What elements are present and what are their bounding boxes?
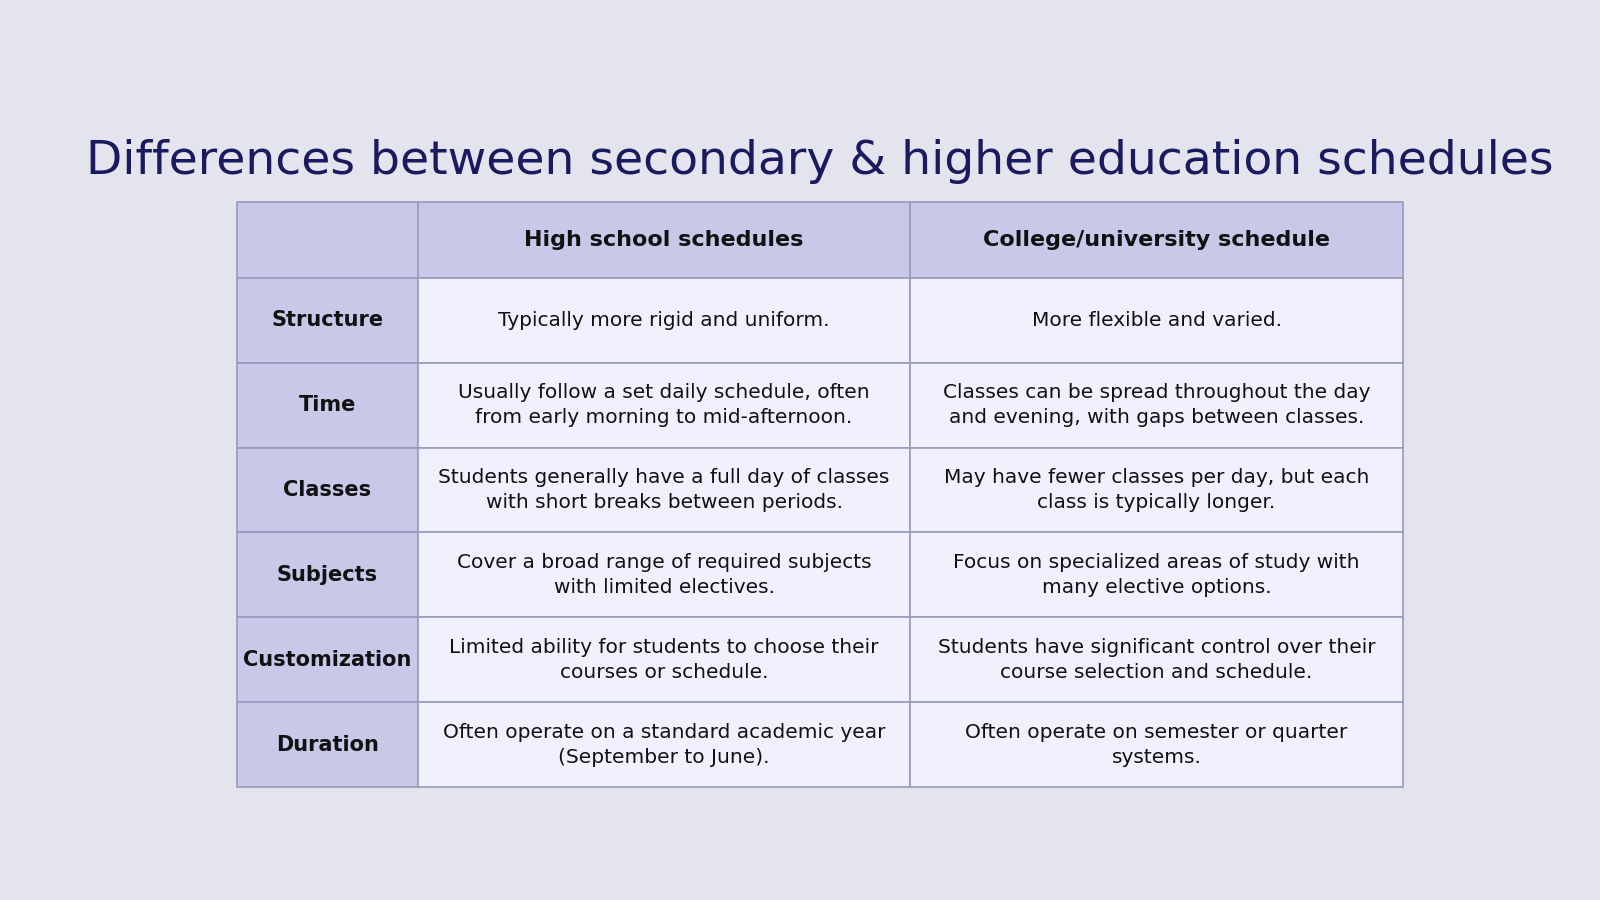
Text: Time: Time	[299, 395, 357, 415]
Bar	[418, 533, 910, 617]
Text: College/university schedule: College/university schedule	[982, 230, 1330, 249]
Text: Usually follow a set daily schedule, often
from early morning to mid-afternoon.: Usually follow a set daily schedule, oft…	[458, 383, 870, 427]
Text: Focus on specialized areas of study with
many elective options.: Focus on specialized areas of study with…	[954, 553, 1360, 597]
Text: Classes: Classes	[283, 480, 371, 500]
Bar	[237, 617, 418, 702]
Text: Typically more rigid and uniform.: Typically more rigid and uniform.	[498, 310, 830, 329]
Text: More flexible and varied.: More flexible and varied.	[1032, 310, 1282, 329]
Text: Often operate on semester or quarter
systems.: Often operate on semester or quarter sys…	[965, 723, 1347, 767]
Text: May have fewer classes per day, but each
class is typically longer.: May have fewer classes per day, but each…	[944, 468, 1370, 512]
Bar	[237, 363, 418, 447]
Bar	[237, 702, 418, 788]
Text: Classes can be spread throughout the day
and evening, with gaps between classes.: Classes can be spread throughout the day…	[942, 383, 1370, 427]
Text: Cover a broad range of required subjects
with limited electives.: Cover a broad range of required subjects…	[456, 553, 872, 597]
Bar	[418, 617, 910, 702]
Bar	[910, 363, 1403, 447]
Bar	[237, 447, 418, 533]
Text: Customization: Customization	[243, 650, 411, 670]
Text: High school schedules: High school schedules	[525, 230, 803, 249]
Text: Structure: Structure	[272, 310, 384, 330]
Text: Limited ability for students to choose their
courses or schedule.: Limited ability for students to choose t…	[450, 638, 878, 682]
Bar	[910, 702, 1403, 788]
Bar	[418, 363, 910, 447]
Bar	[910, 202, 1403, 278]
Bar	[237, 202, 418, 278]
Bar	[418, 202, 910, 278]
Text: Duration: Duration	[277, 734, 379, 755]
Text: Often operate on a standard academic year
(September to June).: Often operate on a standard academic yea…	[443, 723, 885, 767]
Bar	[418, 278, 910, 363]
Text: Students generally have a full day of classes
with short breaks between periods.: Students generally have a full day of cl…	[438, 468, 890, 512]
Bar	[910, 447, 1403, 533]
Bar	[237, 278, 418, 363]
Text: Students have significant control over their
course selection and schedule.: Students have significant control over t…	[938, 638, 1376, 682]
Text: Subjects: Subjects	[277, 565, 378, 585]
Bar	[910, 617, 1403, 702]
Bar	[910, 533, 1403, 617]
Bar	[910, 278, 1403, 363]
Bar	[237, 533, 418, 617]
Text: Differences between secondary & higher education schedules: Differences between secondary & higher e…	[86, 140, 1554, 184]
Bar	[418, 447, 910, 533]
Bar	[418, 702, 910, 788]
